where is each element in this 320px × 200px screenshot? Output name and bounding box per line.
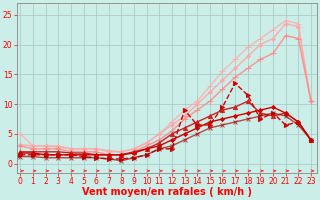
- X-axis label: Vent moyen/en rafales ( km/h ): Vent moyen/en rafales ( km/h ): [82, 187, 252, 197]
